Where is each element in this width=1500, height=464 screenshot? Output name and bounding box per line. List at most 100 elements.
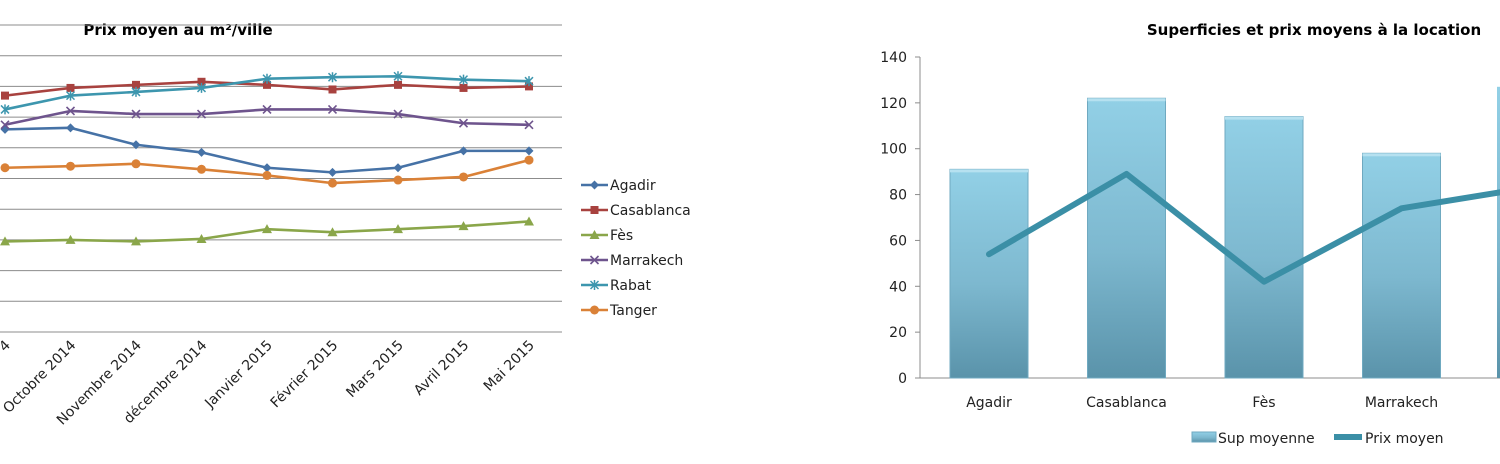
point-casablanca xyxy=(459,83,468,92)
point-fes xyxy=(262,224,272,234)
x-tick-label: Marrakech xyxy=(1365,395,1438,411)
point-marrakech xyxy=(524,120,534,130)
point-fes xyxy=(393,224,403,234)
bar-cut-off xyxy=(1497,86,1500,379)
combo-chart-x-labels: Agadir Casablanca Fès Marrakech xyxy=(966,395,1438,411)
point-rabat xyxy=(262,73,272,84)
point-marrakech xyxy=(131,109,141,119)
bar xyxy=(1087,97,1166,379)
point-rabat xyxy=(327,72,338,83)
x-tick-label: Mars 2015 xyxy=(343,338,406,401)
series-rabat xyxy=(0,71,534,115)
point-fes xyxy=(65,234,76,244)
point-rabat xyxy=(131,86,141,97)
legend-item-rabat: Rabat xyxy=(581,278,651,294)
x-tick-label: Mai 2015 xyxy=(481,338,538,395)
point-fes xyxy=(524,216,534,226)
legend-label: Prix moyen xyxy=(1365,431,1444,447)
series-agadir xyxy=(0,123,534,177)
legend-label: Fès xyxy=(610,228,633,244)
point-agadir xyxy=(524,146,534,156)
point-fes xyxy=(131,236,141,246)
x-tick-label: 4 xyxy=(0,337,14,355)
legend-marker xyxy=(589,230,600,239)
legend-item-sup-moyenne: Sup moyenne xyxy=(1191,431,1315,447)
legend-label: Marrakech xyxy=(610,253,683,269)
point-tanger xyxy=(131,159,141,169)
point-casablanca xyxy=(263,80,271,89)
point-rabat xyxy=(65,90,76,101)
bar-fes xyxy=(1224,116,1304,379)
point-agadir xyxy=(66,123,75,133)
bar xyxy=(949,168,1029,379)
series-casablanca xyxy=(1,77,533,100)
combo-chart-legend: Sup moyenne Prix moyen xyxy=(1191,431,1444,447)
point-casablanca xyxy=(132,80,140,89)
line-chart-series xyxy=(0,71,534,246)
y-tick-label: 0 xyxy=(898,371,907,387)
legend-item-agadir: Agadir xyxy=(581,178,656,194)
combo-chart: Superficies et prix moyens à la location… xyxy=(880,21,1500,447)
point-agadir xyxy=(262,163,272,173)
point-casablanca xyxy=(197,77,206,86)
point-agadir xyxy=(0,124,10,134)
combo-chart-line xyxy=(986,170,1500,285)
legend-marker xyxy=(590,305,599,315)
legend-marker xyxy=(589,280,600,290)
legend-item-tanger: Tanger xyxy=(581,303,657,319)
point-marrakech xyxy=(196,109,207,119)
point-fes xyxy=(327,227,338,237)
point-agadir xyxy=(459,146,468,156)
point-rabat xyxy=(524,76,534,87)
point-rabat xyxy=(0,104,10,115)
legend-item-marrakech: Marrakech xyxy=(581,253,683,269)
line-chart-gridlines xyxy=(0,24,562,333)
point-marrakech xyxy=(393,109,403,119)
line-chart-title: Prix moyen au m²/ville xyxy=(83,21,272,39)
point-tanger xyxy=(66,161,75,171)
legend-marker xyxy=(590,180,599,190)
x-tick-label: Agadir xyxy=(966,395,1012,411)
point-rabat xyxy=(458,74,469,85)
bar xyxy=(1362,152,1441,379)
y-tick-label: 120 xyxy=(880,96,907,112)
line-chart-legend: Agadir Casablanca Fès Marrakech Rabat Tanger xyxy=(581,178,691,319)
point-marrakech xyxy=(327,104,338,114)
point-rabat xyxy=(393,71,403,82)
bar-casablanca xyxy=(1087,97,1166,379)
combo-chart-y-axis: 0 20 40 60 80 100 120 140 xyxy=(880,50,1500,387)
point-marrakech xyxy=(65,106,76,116)
legend-marker xyxy=(589,255,600,265)
y-tick-label: 60 xyxy=(889,233,907,249)
point-marrakech xyxy=(0,120,10,130)
y-tick-label: 100 xyxy=(880,142,907,158)
y-tick-label: 80 xyxy=(889,188,907,204)
y-tick-label: 20 xyxy=(889,325,907,341)
point-tanger xyxy=(328,178,337,188)
prix-moyen-line xyxy=(986,170,1500,285)
legend-item-prix-moyen: Prix moyen xyxy=(1334,431,1444,447)
bar-top xyxy=(1087,98,1166,102)
x-tick-label: Février 2015 xyxy=(268,338,342,412)
point-casablanca xyxy=(328,85,337,94)
point-fes xyxy=(0,236,10,246)
x-tick-label: Avril 2015 xyxy=(411,338,472,399)
legend-item-casablanca: Casablanca xyxy=(581,203,691,219)
series-fes xyxy=(0,216,534,246)
bar-marrakech xyxy=(1362,152,1441,379)
point-casablanca xyxy=(66,83,75,92)
bar-agadir xyxy=(949,168,1029,379)
y-tick-label: 40 xyxy=(889,279,907,295)
point-agadir xyxy=(393,163,403,173)
combo-chart-title: Superficies et prix moyens à la location xyxy=(1147,21,1481,39)
legend-marker xyxy=(590,206,599,214)
point-tanger xyxy=(0,163,10,173)
point-tanger xyxy=(393,175,403,185)
x-tick-label: Fès xyxy=(1252,395,1275,411)
point-casablanca xyxy=(394,80,402,89)
series-marrakech xyxy=(0,104,534,130)
point-rabat xyxy=(196,82,207,93)
combo-chart-bars xyxy=(949,86,1500,379)
